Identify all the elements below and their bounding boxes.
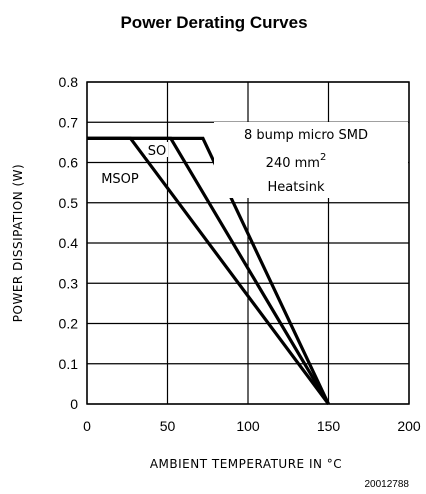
series-lines <box>87 136 330 405</box>
y-tick-label-3: 0.3 <box>59 275 79 291</box>
smd-label: 8 bump micro SMD <box>244 128 368 143</box>
y-tick-label-2: 0.2 <box>59 316 79 332</box>
x-tick-label-4: 200 <box>397 418 421 434</box>
series-label-so: SO <box>148 144 166 159</box>
y-tick-label-5: 0.5 <box>59 195 79 211</box>
figure-id: 20012788 <box>365 479 410 490</box>
x-axis-label: AMBIENT TEMPERATURE IN °C <box>150 457 342 471</box>
series-label-msop: MSOP <box>101 172 139 187</box>
area-exponent: 2 <box>320 152 326 163</box>
y-tick-label-4: 0.4 <box>59 235 79 251</box>
x-tick-label-3: 150 <box>317 418 341 434</box>
y-axis-label: POWER DISSIPATION (W) <box>11 164 25 322</box>
series-line-8-bump-micro-smd <box>87 136 330 405</box>
so-label-bg <box>146 142 168 157</box>
heatsink-label: Heatsink <box>268 180 325 195</box>
x-tick-label-1: 50 <box>160 418 176 434</box>
area-label: 240 mm2 <box>266 152 327 171</box>
y-tick-label-8: 0.8 <box>59 74 79 90</box>
x-tick-labels: 0 50 100 150 200 <box>83 418 421 434</box>
y-tick-label-6: 0.6 <box>59 155 79 171</box>
plot-frame <box>86 81 410 405</box>
area-value: 240 mm <box>266 156 320 171</box>
x-tick-label-2: 100 <box>236 418 260 434</box>
x-tick-label-0: 0 <box>83 418 91 434</box>
smd-annotation-box <box>214 122 408 198</box>
y-tick-label-1: 0.1 <box>59 356 79 372</box>
y-tick-labels: 0 0.1 0.2 0.3 0.4 0.5 0.6 0.7 0.8 <box>59 74 79 412</box>
y-tick-label-7: 0.7 <box>59 114 79 130</box>
chart-title: Power Derating Curves <box>120 13 307 32</box>
msop-label-bg <box>98 170 142 186</box>
y-tick-label-0: 0 <box>70 396 78 412</box>
